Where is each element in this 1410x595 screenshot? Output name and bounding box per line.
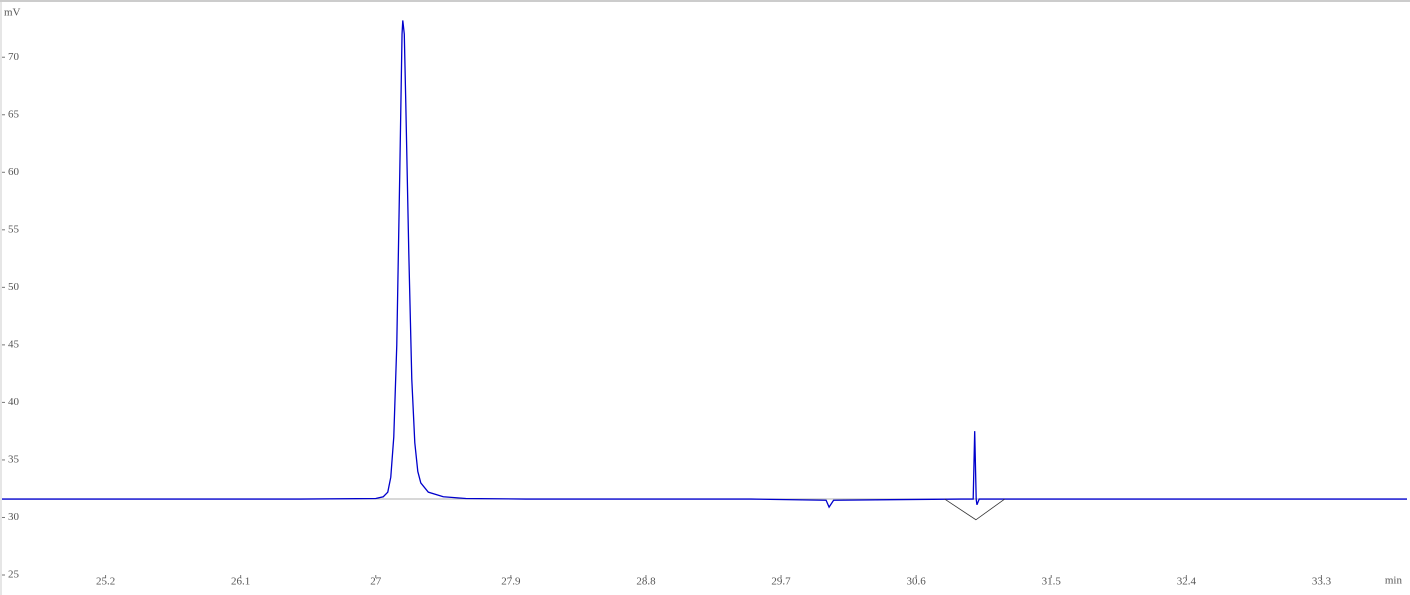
y-axis-label: mV [4,7,21,19]
y-tick-label: 45 [8,338,20,350]
x-tick-label: 28.8 [636,576,656,588]
y-tick-label: 60 [8,166,20,178]
y-tick-label: 70 [8,51,20,63]
x-tick-label: 33.3 [1312,576,1332,588]
x-tick-label: 27.9 [501,576,521,588]
x-tick-label: 32.4 [1177,576,1197,588]
y-tick-label: 50 [8,281,20,293]
y-tick-label: 65 [8,108,20,120]
signal-line [2,20,1407,509]
x-tick-label: 25.2 [96,576,115,588]
integration-baseline [944,498,1005,521]
y-tick-label: 30 [8,511,20,523]
x-tick-label: 31.5 [1042,576,1062,588]
x-tick-label: 26.1 [231,576,250,588]
x-tick-label: 30.6 [907,576,927,588]
y-tick-label: 55 [8,223,20,235]
y-tick-label: 40 [8,396,20,408]
x-axis-label: min [1385,575,1403,587]
x-tick-label: 29.7 [771,576,791,588]
x-tick-label: 27 [370,576,382,588]
y-tick-label: 35 [8,453,20,465]
y-tick-label: 25 [8,569,20,581]
